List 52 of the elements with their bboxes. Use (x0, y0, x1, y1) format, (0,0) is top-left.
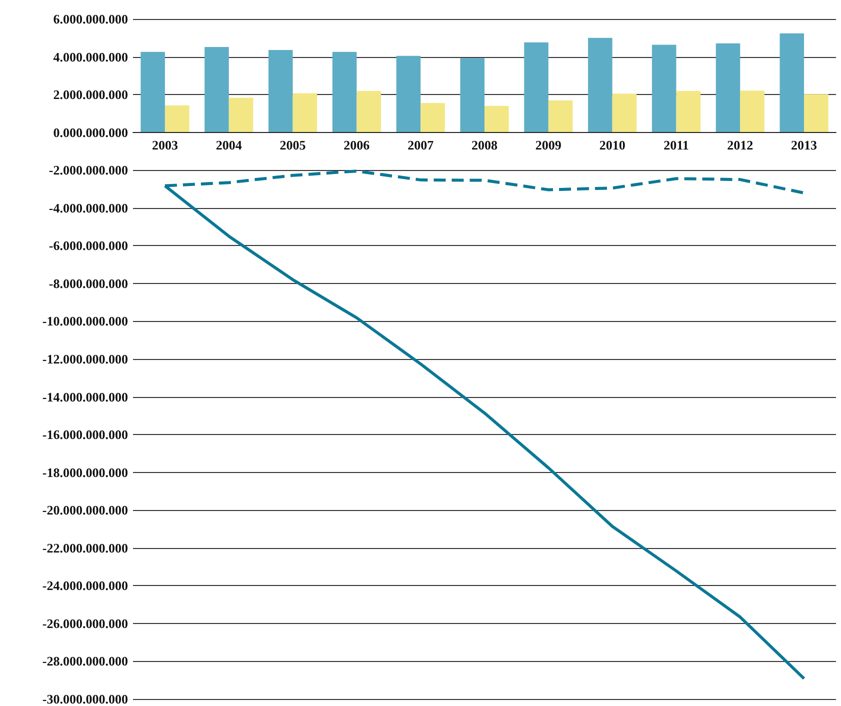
y-tick-label: -20.000.000.000 (42, 502, 128, 518)
y-tick-label: -8.000.000.000 (48, 276, 128, 291)
x-tick-label: 2010 (599, 137, 626, 152)
bar (204, 46, 229, 132)
x-tick-label: 2011 (664, 137, 689, 152)
y-tick-label: -4.000.000.000 (48, 200, 128, 216)
bar (268, 50, 293, 132)
y-tick-label: -6.000.000.000 (48, 238, 128, 254)
y-tick-label: 0.000.000.000 (53, 124, 128, 140)
x-tick-label: 2009 (535, 137, 562, 152)
bar (140, 52, 165, 132)
x-tick-label: 2005 (280, 137, 306, 152)
bar (396, 56, 421, 132)
bar (228, 98, 254, 132)
bar (548, 100, 573, 132)
bar (292, 93, 318, 132)
bar (652, 44, 676, 132)
bar (420, 103, 445, 132)
y-tick-label: -24.000.000.000 (42, 578, 128, 594)
x-tick-label: 2008 (472, 137, 498, 152)
bar (804, 94, 828, 132)
bar (780, 33, 804, 132)
y-tick-label: 6.000.000.000 (53, 12, 128, 26)
x-tick-label: 2006 (344, 137, 370, 152)
bar (588, 38, 612, 132)
bar (460, 58, 484, 132)
x-tick-label: 2004 (216, 137, 242, 152)
y-tick-label: -12.000.000.000 (42, 352, 128, 366)
bar (740, 90, 764, 132)
x-tick-label: 2007 (408, 137, 434, 152)
y-tick-label: -16.000.000.000 (42, 427, 128, 442)
y-tick-label: -22.000.000.000 (42, 540, 128, 556)
bar (612, 94, 637, 132)
y-tick-label: -10.000.000.000 (42, 314, 128, 329)
y-tick-label: -18.000.000.000 (42, 464, 128, 480)
y-tick-label: -26.000.000.000 (42, 616, 128, 631)
bar (356, 90, 381, 132)
bar (676, 90, 701, 132)
y-tick-label: -14.000.000.000 (42, 389, 128, 404)
x-tick-label: 2003 (152, 137, 178, 152)
y-tick-label: 4.000.000.000 (53, 49, 128, 64)
bar (332, 52, 357, 132)
x-tick-label: 2013 (791, 137, 818, 152)
y-tick-label: -2.000.000.000 (48, 162, 128, 178)
bar (164, 105, 190, 132)
y-tick-label: -28.000.000.000 (42, 654, 128, 669)
bar (716, 43, 740, 132)
x-tick-label: 2012 (727, 137, 754, 152)
y-tick-label: 2.000.000.000 (53, 87, 128, 102)
bar (524, 42, 548, 132)
y-tick-label: -30.000.000.000 (42, 692, 128, 706)
bar (484, 106, 509, 132)
